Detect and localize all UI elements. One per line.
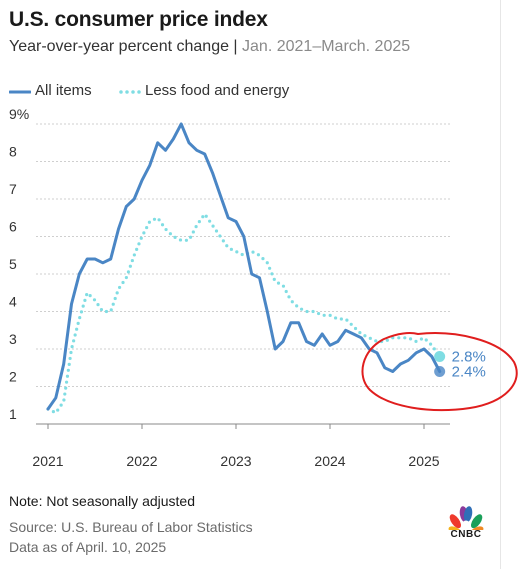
legend-label-core: Less food and energy [145, 82, 290, 99]
chart-title: U.S. consumer price index [9, 8, 268, 31]
subtitle-date-range: Jan. 2021–March. 2025 [242, 38, 411, 55]
source-line: Source: U.S. Bureau of Labor Statistics [9, 519, 253, 535]
y-tick-label: 7 [9, 181, 17, 197]
y-tick-label: 4 [9, 294, 17, 310]
y-tick-label: 5 [9, 256, 17, 272]
y-tick-label: 6 [9, 219, 17, 235]
legend-swatch-solid [9, 90, 31, 94]
source-block: Source: U.S. Bureau of Labor Statistics … [9, 517, 253, 557]
end-marker-core [434, 351, 446, 362]
y-tick-label: 9% [9, 106, 29, 122]
x-tick-label: 2021 [32, 453, 63, 469]
nbc-peacock-icon [448, 506, 484, 537]
x-tick-label: 2023 [220, 453, 251, 469]
series-line-all-items [46, 122, 442, 411]
end-label-all-items: 2.4% [452, 364, 486, 381]
x-tick-label: 2024 [314, 453, 345, 469]
end-marker-all-items [434, 366, 446, 377]
footnote: Note: Not seasonally adjusted [9, 493, 195, 509]
line-chart: 1 2 3 4 5 6 7 8 9% 2021 2022 2023 2024 2025 2.8%2.4% [9, 106, 518, 469]
x-tick-label: 2022 [126, 453, 157, 469]
y-tick-label: 8 [9, 144, 17, 160]
frame-divider [500, 0, 501, 569]
y-tick-label: 2 [9, 369, 17, 385]
legend-label-all-items: All items [35, 82, 92, 99]
x-tick-label: 2025 [408, 453, 439, 469]
cnbc-logo: CNBC [446, 504, 486, 544]
annotation-circle [361, 332, 518, 412]
chart-subtitle: Year-over-year percent change | Jan. 202… [9, 38, 411, 55]
y-tick-label: 1 [9, 406, 17, 422]
subtitle-measure: Year-over-year percent change [9, 38, 229, 55]
end-label-core: 2.8% [452, 349, 486, 366]
data-date-line: Data as of April. 10, 2025 [9, 539, 167, 555]
cnbc-wordmark: CNBC [450, 529, 482, 540]
series-line-core [46, 211, 442, 415]
y-tick-label: 3 [9, 331, 17, 347]
